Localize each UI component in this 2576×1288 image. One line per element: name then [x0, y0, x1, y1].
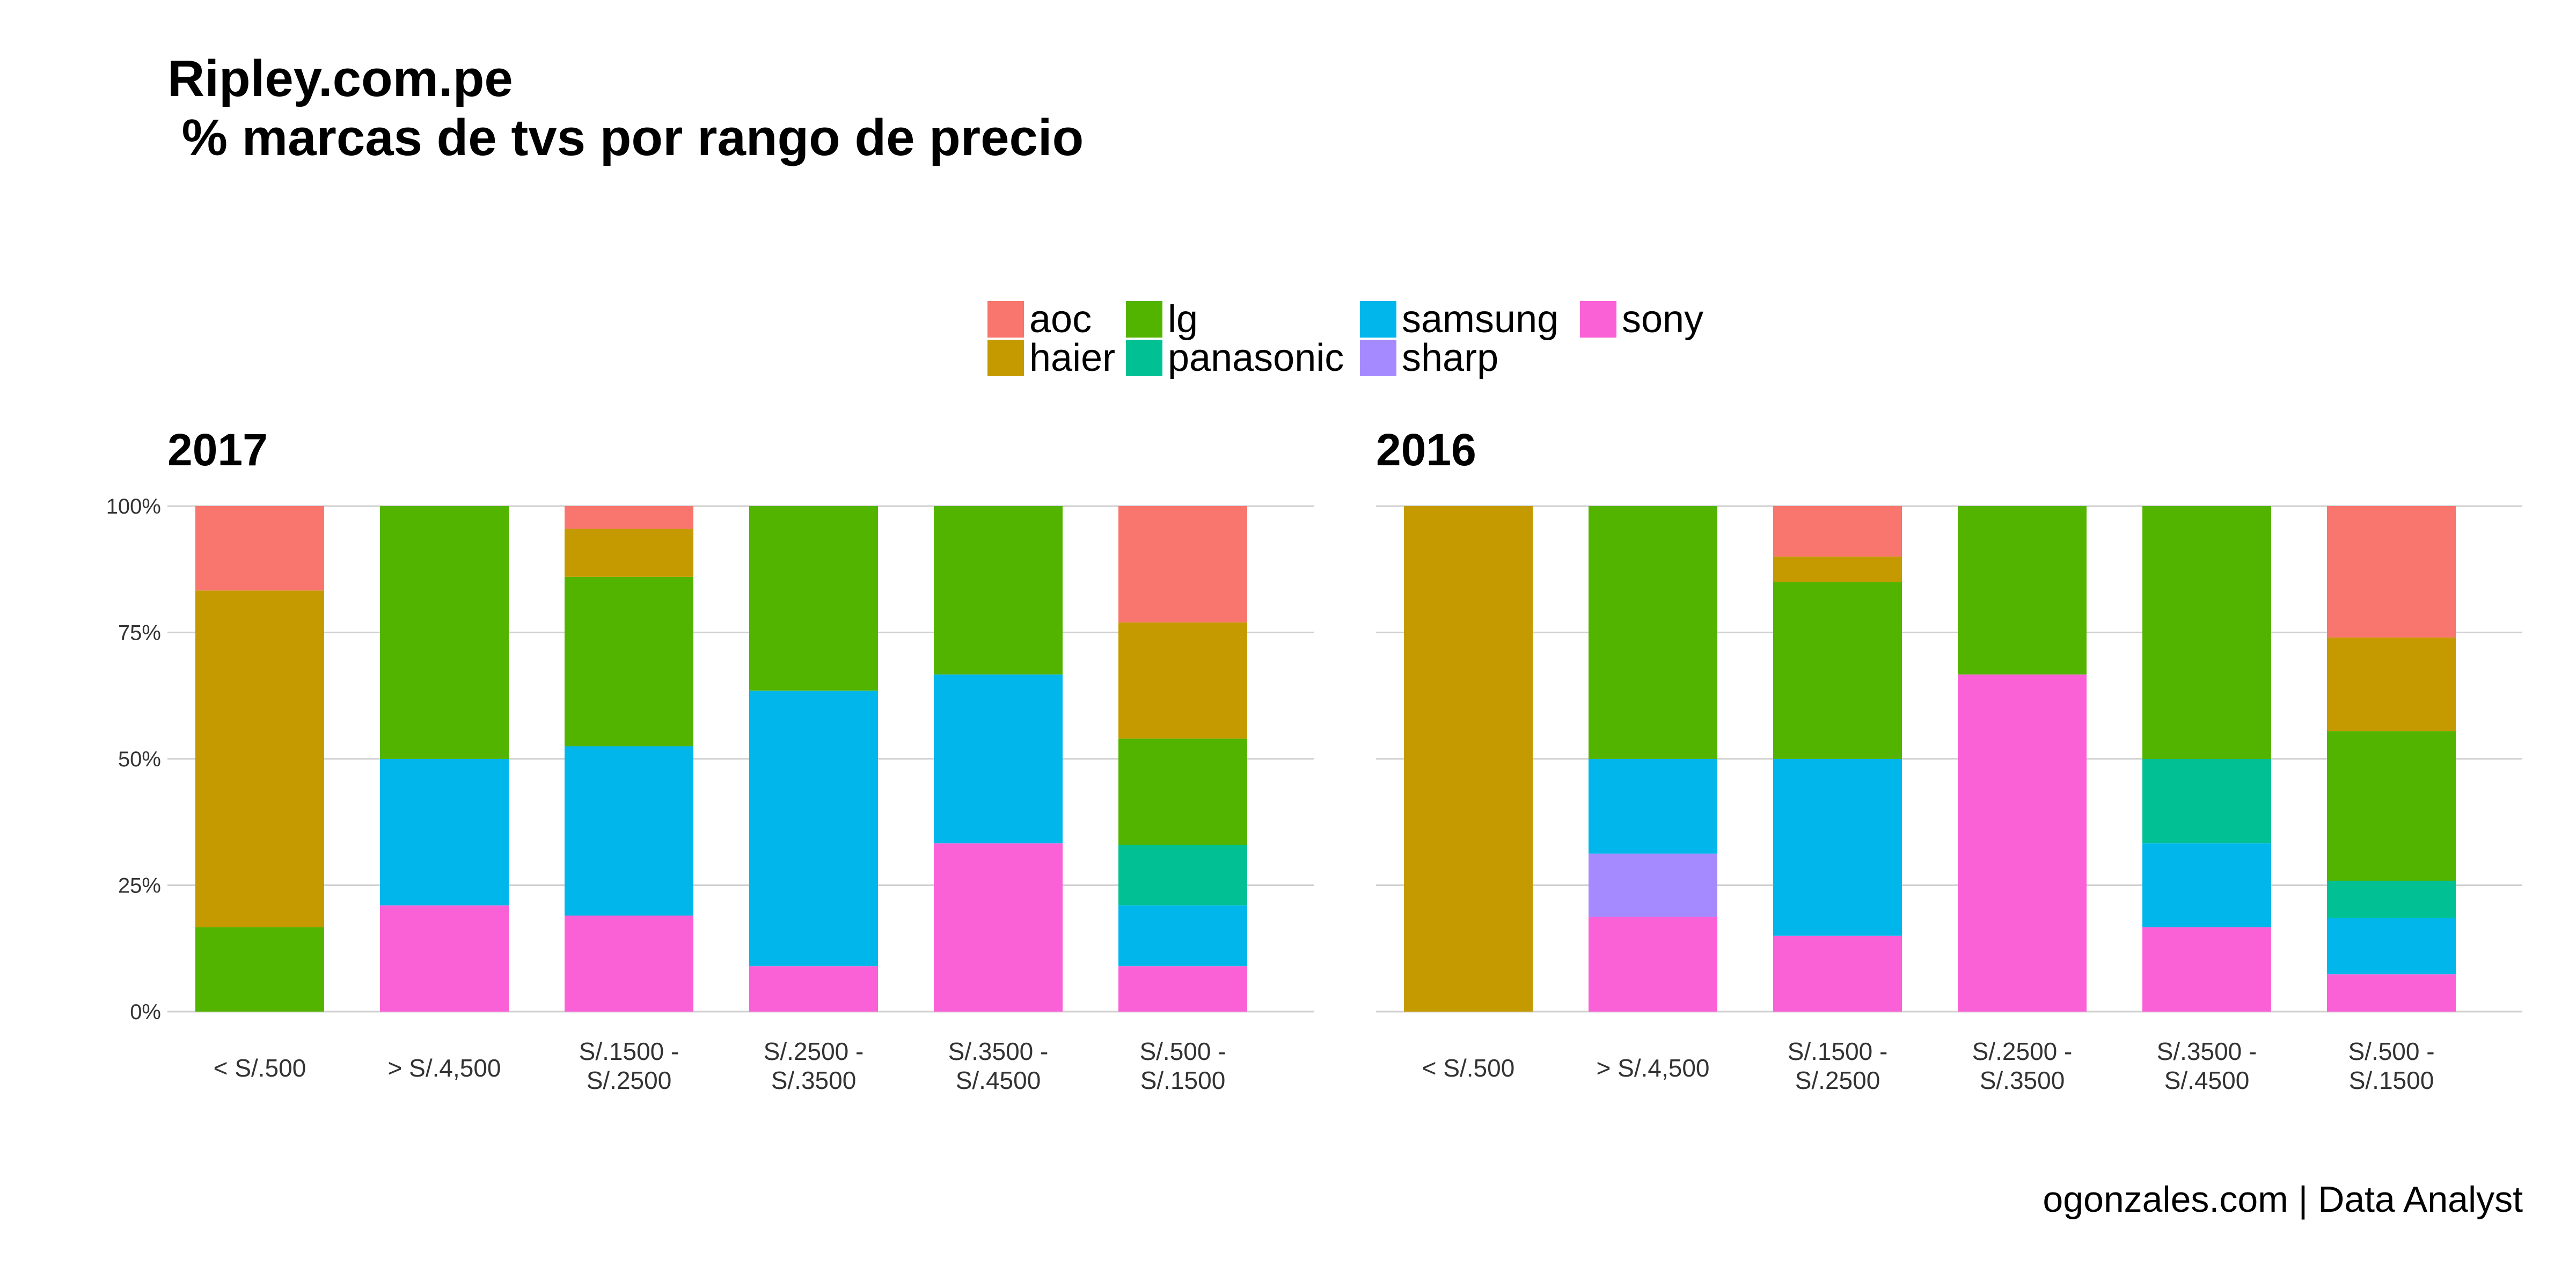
bar-lg: [1589, 506, 1717, 759]
y-tick-label: 25%: [118, 874, 161, 898]
bar-aoc: [2327, 506, 2456, 638]
y-tick-label: 50%: [118, 748, 161, 771]
bar-sony: [934, 843, 1063, 1012]
x-tick-label: < S/.500: [214, 1054, 306, 1082]
bar-sharp: [1589, 853, 1717, 917]
legend-label-haier: haier: [1029, 336, 1116, 379]
bar-sony: [1958, 674, 2087, 1012]
bar-lg: [2327, 731, 2456, 881]
bar-sony: [749, 966, 878, 1012]
bar-haier: [2327, 637, 2456, 731]
legend-swatch-sony: [1580, 301, 1616, 338]
x-tick-label: S/.500 -S/.1500: [1139, 1037, 1226, 1094]
caption: ogonzales.com | Data Analyst: [2043, 1179, 2523, 1220]
bar-sony: [1773, 935, 1902, 1012]
bar-aoc: [195, 506, 324, 591]
x-tick-label: S/.3500 -S/.4500: [2157, 1037, 2257, 1094]
x-tick-label: S/.3500 -S/.4500: [948, 1037, 1049, 1094]
bar-sony: [565, 916, 693, 1012]
bar-samsung: [380, 759, 509, 906]
legend-item-aoc: aoc: [987, 298, 1092, 341]
legend-swatch-sharp: [1360, 340, 1396, 376]
legend-item-haier: haier: [987, 339, 1115, 377]
bar-lg: [749, 506, 878, 691]
bar-haier: [195, 590, 324, 927]
legend-item-sharp: sharp: [1360, 339, 1498, 377]
legend-item-samsung: samsung: [1360, 298, 1559, 341]
bar-haier: [1404, 506, 1533, 1012]
bar-lg: [1773, 582, 1902, 759]
legend-swatch-aoc: [987, 301, 1024, 338]
bar-samsung: [749, 690, 878, 967]
bar-haier: [1118, 622, 1247, 739]
y-tick-label: 75%: [118, 621, 161, 645]
bar-panasonic: [1118, 845, 1247, 906]
facet-title-2017: 2017: [167, 425, 268, 475]
bar-lg: [565, 576, 693, 747]
bar-aoc: [565, 506, 693, 529]
bar-sony: [2142, 927, 2271, 1012]
legend: aoc haier lg panasonic samsung sharp son…: [987, 298, 1771, 386]
legend-label-panasonic: panasonic: [1168, 336, 1344, 379]
legend-swatch-samsung: [1360, 301, 1396, 338]
x-tick-label: > S/.4,500: [1597, 1054, 1710, 1082]
bar-haier: [1773, 557, 1902, 582]
legend-item-lg: lg: [1126, 298, 1198, 341]
legend-swatch-panasonic: [1126, 340, 1162, 376]
bar-aoc: [1773, 506, 1902, 557]
y-tick-label: 0%: [130, 1000, 161, 1024]
bar-haier: [565, 529, 693, 577]
x-tick-label: > S/.4,500: [388, 1054, 501, 1082]
y-tick-label: 100%: [106, 495, 161, 518]
legend-swatch-haier: [987, 340, 1024, 376]
legend-label-sharp: sharp: [1402, 336, 1499, 379]
bar-aoc: [1118, 506, 1247, 623]
bar-lg: [1118, 738, 1247, 845]
legend-swatch-lg: [1126, 301, 1162, 338]
legend-label-samsung: samsung: [1402, 298, 1559, 341]
legend-label-aoc: aoc: [1029, 298, 1092, 341]
x-tick-label: S/.1500 -S/.2500: [579, 1037, 679, 1094]
legend-label-lg: lg: [1168, 298, 1198, 341]
legend-item-panasonic: panasonic: [1126, 339, 1344, 377]
bar-samsung: [2327, 918, 2456, 975]
bar-panasonic: [2327, 881, 2456, 918]
bar-samsung: [1773, 759, 1902, 936]
x-tick-label: < S/.500: [1422, 1054, 1515, 1082]
x-tick-label: S/.2500 -S/.3500: [1972, 1037, 2073, 1094]
facet-title-2016: 2016: [1376, 425, 1476, 475]
bar-samsung: [1118, 905, 1247, 967]
legend-label-sony: sony: [1622, 298, 1704, 341]
bar-sony: [2327, 974, 2456, 1012]
legend-item-sony: sony: [1580, 298, 1704, 341]
bar-sony: [1589, 917, 1717, 1012]
x-tick-label: S/.1500 -S/.2500: [1788, 1037, 1888, 1094]
bar-samsung: [565, 746, 693, 916]
bar-panasonic: [2142, 759, 2271, 844]
bar-samsung: [934, 674, 1063, 844]
x-tick-label: S/.2500 -S/.3500: [764, 1037, 864, 1094]
panel-2017: 0% 25% 50% 75% 100% < S/.500 > S/.4,500 S/.1500…: [106, 495, 1314, 1094]
panel-2016: < S/.500 > S/.4,500 S/.1500 -S/.2500 S/.250…: [1376, 505, 2522, 1094]
bar-sony: [380, 905, 509, 1012]
x-tick-label: S/.500 -S/.1500: [2348, 1037, 2434, 1094]
bar-samsung: [2142, 843, 2271, 927]
bar-samsung: [1589, 759, 1717, 854]
chart-title: Ripley.com.pe % marcas de tvs por rango …: [167, 50, 1084, 166]
bar-lg: [195, 927, 324, 1012]
bar-sony: [1118, 966, 1247, 1012]
bar-lg: [2142, 506, 2271, 759]
bar-lg: [934, 506, 1063, 675]
bar-lg: [1958, 506, 2087, 675]
bar-lg: [380, 506, 509, 759]
